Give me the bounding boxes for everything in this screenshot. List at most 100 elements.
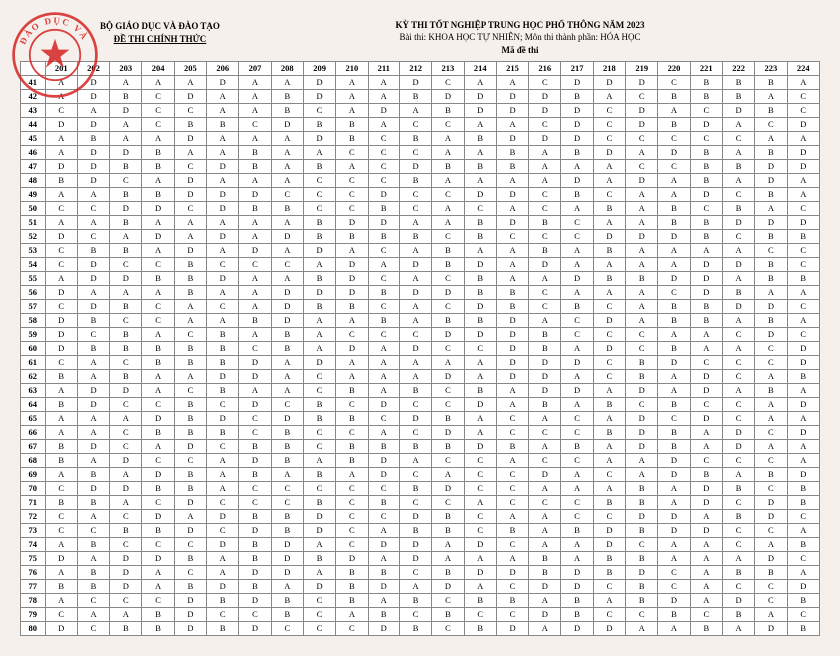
answer-cell: C	[239, 496, 271, 510]
answer-cell: C	[626, 132, 658, 146]
answer-cell: B	[207, 384, 239, 398]
answer-cell: A	[142, 566, 174, 580]
answer-cell: D	[496, 356, 528, 370]
answer-cell: A	[722, 146, 754, 160]
answer-cell: A	[174, 76, 206, 90]
answer-cell: D	[174, 440, 206, 454]
answer-cell: A	[368, 524, 399, 538]
answer-cell: A	[45, 566, 77, 580]
answer-cell: D	[174, 524, 206, 538]
answer-cell: B	[722, 510, 754, 524]
question-number: 46	[21, 146, 46, 160]
answer-cell: D	[561, 104, 593, 118]
answer-cell: B	[464, 132, 496, 146]
answer-cell: D	[593, 230, 625, 244]
answer-cell: B	[45, 496, 77, 510]
answer-cell: C	[432, 496, 464, 510]
answer-cell: B	[787, 272, 819, 286]
answer-cell: D	[368, 538, 399, 552]
answer-cell: A	[303, 314, 335, 328]
answer-cell: C	[303, 622, 335, 636]
answer-cell: B	[77, 314, 109, 328]
answer-cell: C	[77, 594, 109, 608]
answer-cell: B	[110, 622, 142, 636]
answer-cell: D	[658, 146, 690, 160]
answer-cell: D	[45, 160, 77, 174]
answer-cell: A	[432, 216, 464, 230]
answer-cell: A	[110, 230, 142, 244]
answer-cell: D	[142, 202, 174, 216]
answer-cell: D	[626, 174, 658, 188]
answer-cell: D	[142, 230, 174, 244]
answer-cell: A	[787, 314, 819, 328]
answer-cell: D	[626, 76, 658, 90]
answer-cell: A	[722, 552, 754, 566]
answer-cell: B	[45, 440, 77, 454]
answer-cell: A	[239, 90, 271, 104]
answer-cell: B	[787, 482, 819, 496]
answer-cell: D	[464, 258, 496, 272]
answer-cell: A	[787, 286, 819, 300]
answer-cell: A	[207, 90, 239, 104]
answer-cell: B	[271, 608, 303, 622]
answer-cell: D	[239, 566, 271, 580]
answer-cell: A	[722, 342, 754, 356]
answer-cell: A	[432, 356, 464, 370]
made-label: Mã đề thi	[220, 45, 820, 57]
exam-title-block: KỲ THI TỐT NGHIỆP TRUNG HỌC PHỔ THÔNG NĂ…	[220, 20, 820, 57]
table-row: 72CACDADBBDCCDBCAACCDDABDC	[21, 510, 820, 524]
answer-cell: C	[496, 230, 528, 244]
answer-cell: B	[271, 594, 303, 608]
answer-cell: B	[658, 398, 690, 412]
answer-cell: C	[561, 314, 593, 328]
answer-cell: B	[690, 146, 722, 160]
answer-cell: C	[399, 468, 431, 482]
answer-cell: C	[336, 538, 368, 552]
exam-subject: Bài thi: KHOA HỌC TỰ NHIÊN; Môn thi thàn…	[220, 32, 820, 44]
answer-cell: A	[336, 90, 368, 104]
answer-cell: B	[626, 496, 658, 510]
table-row: 62BABAADDACAAADADDACBADCAB	[21, 370, 820, 384]
answer-cell: A	[303, 538, 335, 552]
answer-cell: D	[77, 398, 109, 412]
answer-cell: C	[174, 384, 206, 398]
code-header: 218	[593, 62, 625, 76]
answer-cell: C	[207, 300, 239, 314]
answer-cell: D	[336, 258, 368, 272]
answer-cell: B	[432, 104, 464, 118]
answer-cell: A	[432, 538, 464, 552]
answer-cell: B	[336, 440, 368, 454]
answer-cell: D	[593, 342, 625, 356]
answer-cell: A	[303, 328, 335, 342]
answer-cell: A	[626, 146, 658, 160]
answer-cell: A	[207, 244, 239, 258]
answer-cell: B	[174, 342, 206, 356]
answer-cell: B	[271, 426, 303, 440]
answer-cell: C	[77, 230, 109, 244]
answer-cell: D	[336, 552, 368, 566]
answer-cell: D	[110, 384, 142, 398]
table-row: 76ABDACADDABBCBDDBDBDCABBA	[21, 566, 820, 580]
answer-cell: A	[239, 272, 271, 286]
answer-cell: A	[239, 300, 271, 314]
table-row: 73CCBBDCDBDCABBCBABDBDDCCA	[21, 524, 820, 538]
answer-cell: A	[207, 174, 239, 188]
answer-cell: B	[690, 90, 722, 104]
answer-cell: D	[561, 384, 593, 398]
answer-cell: D	[529, 384, 561, 398]
answer-cell: B	[496, 286, 528, 300]
answer-cell: A	[432, 174, 464, 188]
answer-cell: A	[722, 174, 754, 188]
answer-cell: D	[207, 76, 239, 90]
answer-cell: A	[690, 552, 722, 566]
answer-cell: D	[755, 552, 787, 566]
answer-cell: D	[658, 594, 690, 608]
answer-cell: C	[142, 538, 174, 552]
answer-cell: A	[110, 468, 142, 482]
answer-cell: B	[77, 538, 109, 552]
answer-cell: D	[110, 104, 142, 118]
answer-cell: B	[529, 566, 561, 580]
answer-cell: A	[368, 258, 399, 272]
answer-cell: C	[207, 398, 239, 412]
answer-cell: C	[593, 356, 625, 370]
